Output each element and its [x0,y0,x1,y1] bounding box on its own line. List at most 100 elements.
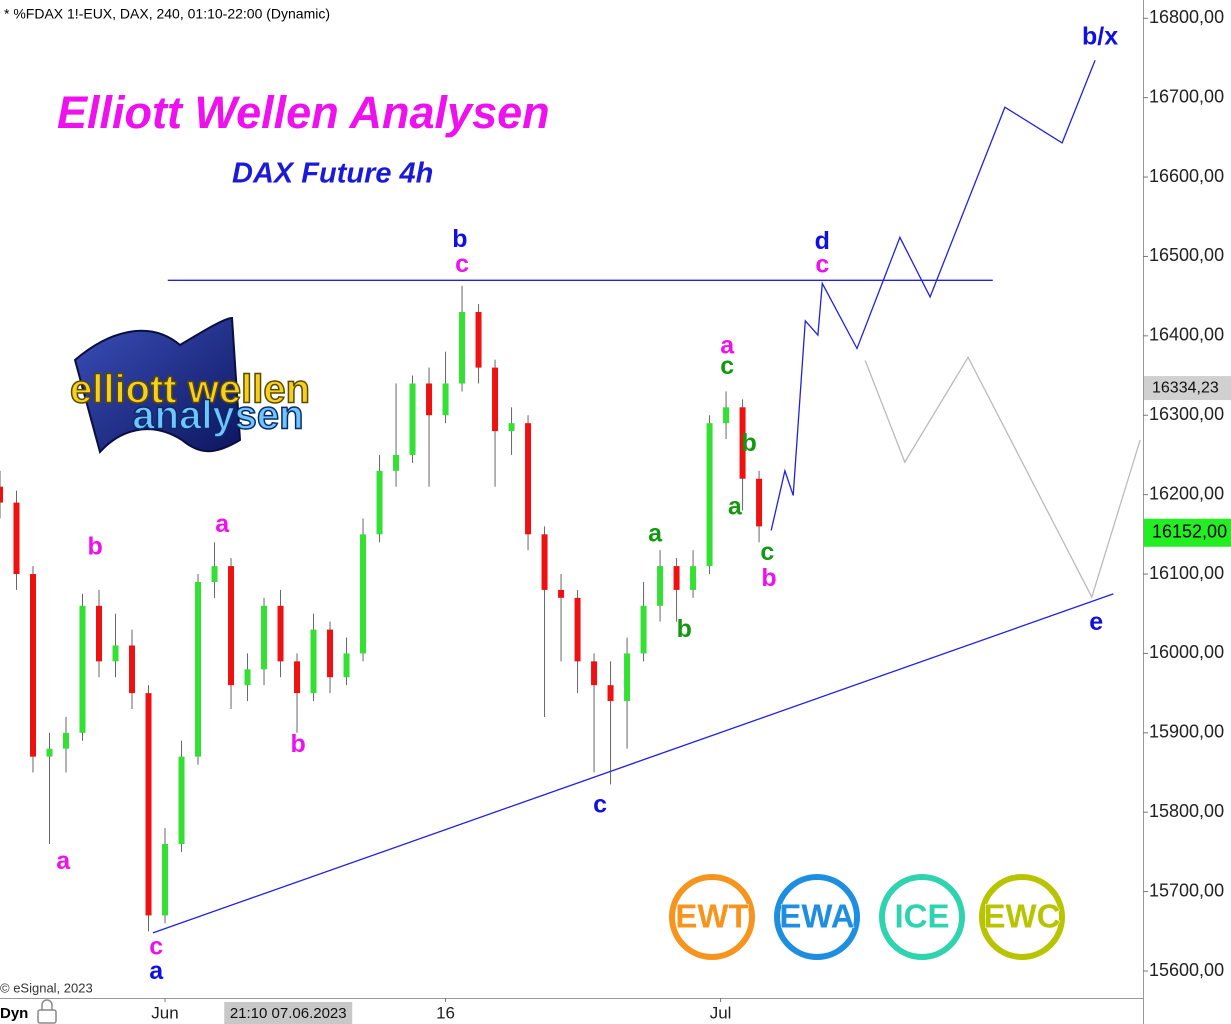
plot-area [0,60,1141,934]
axes: 15600,00 15700,00 15800,00 15900,00 16000,00… [151,7,1231,1024]
candle-body [310,629,317,694]
wave-label: a [149,957,164,985]
candle-body [0,486,3,503]
badge-ring[interactable] [669,874,755,960]
y-tick-label: 16600,00 [1149,166,1224,186]
trend-line [152,593,1114,934]
chart-title: Elliott Wellen Analysen [57,87,550,138]
wave-label: a [720,332,735,360]
last-price-box [1144,518,1231,547]
candle-body [558,589,565,598]
mode-label: Dyn [0,1005,28,1022]
y-tick-label: 16700,00 [1149,86,1224,106]
badge-label[interactable]: EWC [983,897,1061,935]
chart-subtitle: DAX Future 4h [232,158,433,190]
candle-body [492,367,499,432]
logo: elliott wellen analysen [69,316,311,455]
y-tick-label: 15900,00 [1149,722,1224,742]
candle-body [756,478,763,527]
y-tick-label: 16800,00 [1149,7,1224,27]
candle-body [294,661,301,694]
wave-label: b [88,532,103,560]
wave-label: d [815,227,830,255]
y-tick-label: 16200,00 [1149,483,1224,503]
candle-body [30,574,37,757]
wave-label: b [452,225,467,253]
badges: EWT EWA ICE EWC [669,874,1065,960]
candle-body [96,605,103,662]
candle-body [657,566,664,606]
badge-label[interactable]: EWT [675,897,749,935]
wave-label: c [815,251,829,279]
candle-body [640,605,647,654]
candle-body [244,669,251,686]
y-tick-label: 16500,00 [1149,245,1224,265]
lock-icon [37,999,57,1024]
y-tick-label: 15700,00 [1149,880,1224,900]
wave-label: a [56,847,71,875]
y-tick-label: 16100,00 [1149,563,1224,583]
candle-body [673,566,680,590]
y-tick-label: 16400,00 [1149,325,1224,345]
candle-body [723,407,730,424]
copyright: © eSignal, 2023 [0,980,93,995]
badge-label[interactable]: EWA [779,897,855,935]
header: * %FDAX 1!-EUX, DAX, 240, 01:10-22:00 (D… [4,6,330,22]
candle-body [343,653,350,678]
y-tick-label: 15600,00 [1149,960,1224,980]
wave-label: b [761,564,776,592]
y-tick-label: 15800,00 [1149,801,1224,821]
crosshair-x-label: 21:10 07.06.2023 [230,1005,347,1022]
wave-label: c [149,933,163,961]
candle-body [393,454,400,471]
candle-body [690,566,697,590]
wave-label: c [455,250,469,278]
candle-body [574,597,581,662]
candle-body [607,685,614,702]
candle-body [327,629,334,678]
candle-body [162,843,169,916]
candle-body [376,470,383,535]
crosshair-price-box [1144,376,1231,401]
candle-body [79,605,86,733]
x-tick-label: 16 [436,1003,455,1022]
candle-body [442,383,449,416]
wave-label: b/x [1082,23,1118,51]
candle-body [195,581,202,757]
wave-label: b [677,615,692,643]
candle-body [475,312,482,368]
candle-body [426,383,433,416]
candle-body [63,732,70,749]
candle-body [13,502,20,575]
badge-ring[interactable] [979,874,1065,960]
crosshair-price-label: 16334,23 [1152,379,1219,396]
wave-label: b [290,730,305,758]
candle-body [211,566,218,582]
wave-label: b [742,429,757,457]
badge-ring[interactable] [774,874,860,960]
logo-text: analysen [132,394,303,438]
candle-body [277,605,284,662]
wave-label: c [760,538,774,566]
candle-body [624,653,631,702]
candle-body [129,645,136,694]
wave-label: c [720,352,734,380]
candle-body [541,534,548,590]
trend-line [770,60,1096,531]
candle-body [46,748,53,757]
badge-ring[interactable] [879,874,965,960]
candle-body [508,423,515,432]
candle-body [145,693,152,916]
wave-label: a [215,510,230,538]
candle-body [706,423,713,567]
y-tick-label: 16000,00 [1149,642,1224,662]
candle-body [525,423,532,535]
badge-label[interactable]: ICE [894,897,950,935]
candle-body [261,605,268,670]
candle-body [409,383,416,455]
last-price-label: 16152,00 [1152,521,1227,541]
candle-body [459,312,466,384]
wave-label: a [728,493,743,521]
